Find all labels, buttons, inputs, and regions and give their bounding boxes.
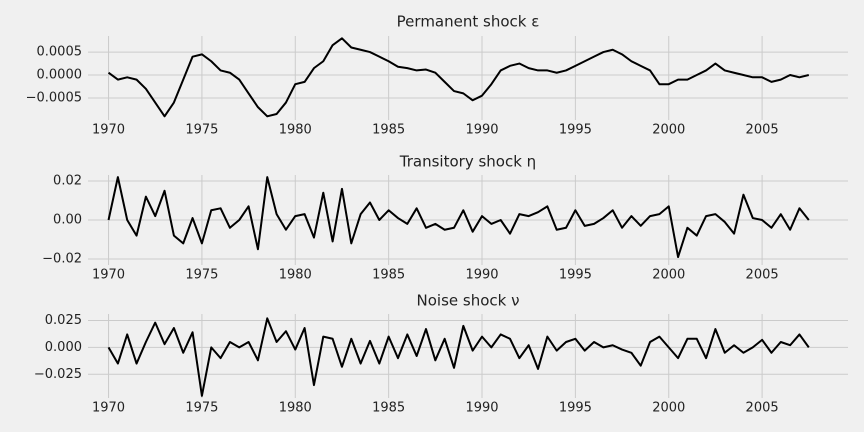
- x-tick-label: 1975: [185, 401, 218, 416]
- x-tick-label: 2000: [652, 401, 685, 416]
- y-tick-label: 0.0000: [37, 68, 83, 83]
- chart-title: Transitory shock η: [399, 153, 536, 171]
- x-tick-label: 1970: [92, 123, 125, 138]
- y-tick-label: −0.02: [42, 251, 82, 266]
- y-tick-label: 0.000: [45, 340, 82, 355]
- x-tick-label: 2005: [746, 401, 779, 416]
- x-tick-label: 1995: [559, 401, 592, 416]
- x-tick-label: 1980: [279, 401, 312, 416]
- y-tick-label: −0.0005: [26, 90, 82, 105]
- y-tick-label: −0.025: [34, 367, 82, 382]
- series-line: [107, 176, 810, 259]
- x-tick-label: 2000: [652, 268, 685, 283]
- y-tick-label: 0.025: [45, 313, 82, 328]
- chart-title: Noise shock ν: [417, 292, 520, 310]
- x-tick-label: 1975: [185, 123, 218, 138]
- x-tick-label: 1985: [372, 401, 405, 416]
- x-tick-label: 1985: [372, 123, 405, 138]
- x-tick-label: 1975: [185, 268, 218, 283]
- x-tick-label: 1990: [465, 123, 498, 138]
- x-tick-label: 2005: [746, 268, 779, 283]
- y-tick-label: 0.0005: [37, 45, 83, 60]
- x-tick-label: 1985: [372, 268, 405, 283]
- x-tick-label: 1990: [465, 268, 498, 283]
- y-tick-label: 0.00: [53, 213, 82, 228]
- x-tick-label: 1995: [559, 268, 592, 283]
- x-tick-label: 2005: [746, 123, 779, 138]
- x-tick-label: 1970: [92, 401, 125, 416]
- x-tick-label: 1970: [92, 268, 125, 283]
- x-tick-label: 1995: [559, 123, 592, 138]
- y-tick-label: 0.02: [53, 174, 82, 189]
- x-tick-label: 1990: [465, 401, 498, 416]
- series-line: [107, 317, 810, 397]
- chart-title: Permanent shock ε: [397, 13, 540, 31]
- x-tick-label: 1980: [279, 268, 312, 283]
- x-tick-label: 2000: [652, 123, 685, 138]
- x-tick-label: 1980: [279, 123, 312, 138]
- series-line: [107, 37, 810, 118]
